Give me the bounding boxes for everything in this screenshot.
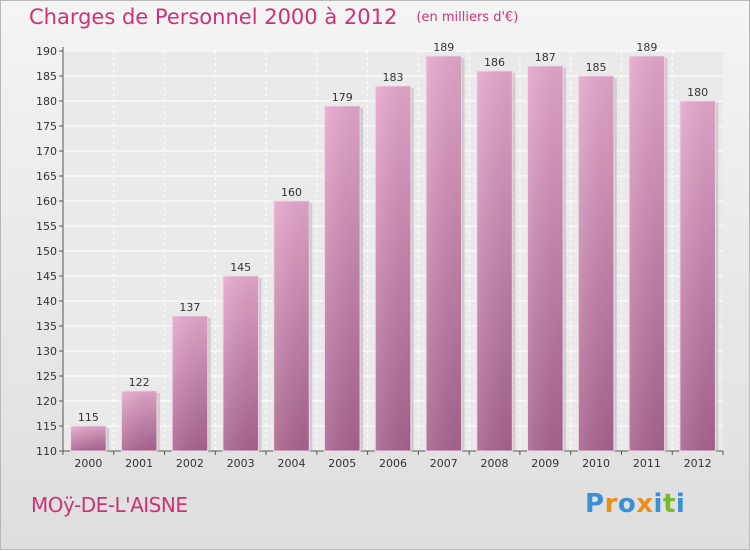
- y-tick-label: 115: [36, 420, 57, 433]
- y-tick-label: 155: [36, 220, 57, 233]
- chart-title: Charges de Personnel 2000 à 2012: [29, 5, 398, 29]
- y-tick-label: 175: [36, 120, 57, 133]
- bar-value-label: 137: [179, 301, 200, 314]
- logo-letter: t: [662, 489, 676, 519]
- y-tick-label: 140: [36, 295, 57, 308]
- bar-value-label: 185: [586, 61, 607, 74]
- y-tick-label: 110: [36, 445, 57, 458]
- bar-highlight: [121, 391, 157, 451]
- bar-highlight: [679, 101, 716, 451]
- logo-letter: P: [585, 489, 605, 519]
- bars: [70, 55, 719, 452]
- x-tick-label: 2007: [430, 457, 458, 470]
- logo-letter: r: [604, 489, 618, 519]
- logo-letter: i: [653, 489, 663, 519]
- bar-highlight: [578, 76, 614, 451]
- bar-highlight: [375, 86, 411, 451]
- y-tick-label: 135: [36, 320, 57, 333]
- y-tick-label: 145: [36, 270, 57, 283]
- bar-highlight: [70, 426, 107, 451]
- bar-highlight: [172, 316, 208, 451]
- x-tick-label: 2004: [277, 457, 305, 470]
- bar-highlight: [629, 56, 665, 451]
- y-tick-label: 150: [36, 245, 57, 258]
- y-tick-label: 185: [36, 70, 57, 83]
- bar-value-label: 180: [687, 86, 708, 99]
- logo-letter: x: [636, 489, 654, 519]
- y-tick-label: 170: [36, 145, 57, 158]
- y-tick-label: 190: [36, 45, 57, 58]
- x-tick-label: 2000: [74, 457, 102, 470]
- chart-subtitle: (en milliers d'€): [416, 10, 519, 25]
- logo-letter: i: [675, 489, 686, 519]
- y-tick-label: 130: [36, 345, 57, 358]
- bar-value-label: 187: [535, 51, 556, 64]
- bar-value-label: 160: [281, 186, 302, 199]
- x-tick-label: 2006: [379, 457, 407, 470]
- y-tick-label: 180: [36, 95, 57, 108]
- x-tick-label: 2010: [582, 457, 610, 470]
- y-tick-label: 165: [36, 170, 57, 183]
- x-tick-label: 2009: [531, 457, 559, 470]
- x-tick-label: 2003: [227, 457, 255, 470]
- x-tick-label: 2002: [176, 457, 204, 470]
- bar-value-label: 115: [78, 411, 99, 424]
- logo-letter: o: [617, 489, 637, 519]
- title-row: Charges de Personnel 2000 à 2012 (en mil…: [29, 5, 518, 29]
- proxiti-logo[interactable]: Proxiti: [585, 489, 685, 519]
- bar-value-label: 189: [636, 41, 657, 54]
- x-tick-label: 2001: [125, 457, 153, 470]
- y-tick-label: 160: [36, 195, 57, 208]
- town-name: MOÿ-DE-L'AISNE: [31, 493, 188, 517]
- x-tick-label: 2012: [684, 457, 712, 470]
- bar-highlight: [476, 71, 513, 451]
- bar-value-label: 122: [129, 376, 150, 389]
- bar-value-label: 145: [230, 261, 251, 274]
- y-tick-label: 125: [36, 370, 57, 383]
- bar-highlight: [527, 66, 564, 451]
- x-tick-label: 2005: [328, 457, 356, 470]
- bar-value-label: 183: [383, 71, 404, 84]
- bar-highlight: [324, 106, 360, 451]
- y-tick-label: 120: [36, 395, 57, 408]
- x-tick-label: 2008: [481, 457, 509, 470]
- bar-value-label: 189: [433, 41, 454, 54]
- bar-value-label: 179: [332, 91, 353, 104]
- labels: 110 115 120 125 130 135 140 145 150 155 160 165 170 1…: [36, 41, 712, 470]
- bar-highlight: [273, 201, 310, 451]
- bar-highlight: [426, 56, 462, 451]
- bar-highlight: [222, 276, 259, 451]
- bar-value-label: 186: [484, 56, 505, 69]
- x-tick-label: 2011: [633, 457, 661, 470]
